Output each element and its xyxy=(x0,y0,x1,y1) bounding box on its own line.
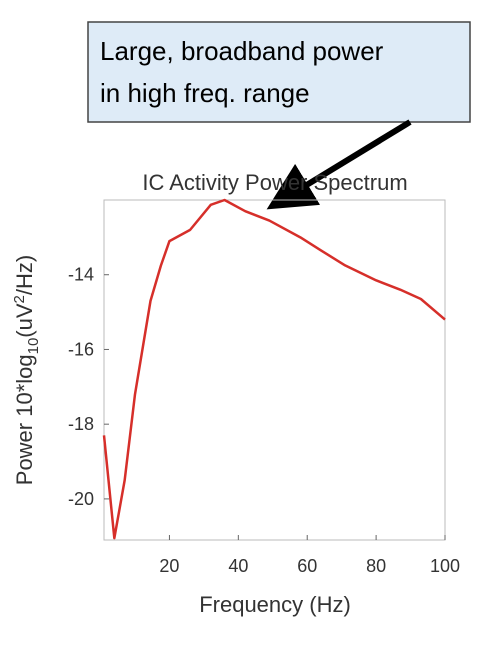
chart-title: IC Activity Power Spectrum xyxy=(142,170,407,195)
y-tick-label: -16 xyxy=(68,339,94,359)
x-tick-label: 80 xyxy=(366,556,386,576)
annotation-line: in high freq. range xyxy=(100,78,310,108)
data-line xyxy=(102,198,446,540)
annotation-line: Large, broadband power xyxy=(100,36,384,66)
x-tick-label: 40 xyxy=(228,556,248,576)
y-tick-label: -18 xyxy=(68,414,94,434)
y-axis-label: Power 10*log10(uV2/Hz) xyxy=(11,255,42,485)
y-tick-label: -14 xyxy=(68,265,94,285)
x-tick-label: 20 xyxy=(159,556,179,576)
plot-frame xyxy=(103,199,446,541)
arrow xyxy=(266,119,412,210)
x-tick-label: 60 xyxy=(297,556,317,576)
x-tick-label: 100 xyxy=(430,556,460,576)
x-axis-label: Frequency (Hz) xyxy=(199,592,351,617)
y-tick-label: -20 xyxy=(68,489,94,509)
callout-box xyxy=(87,21,471,123)
